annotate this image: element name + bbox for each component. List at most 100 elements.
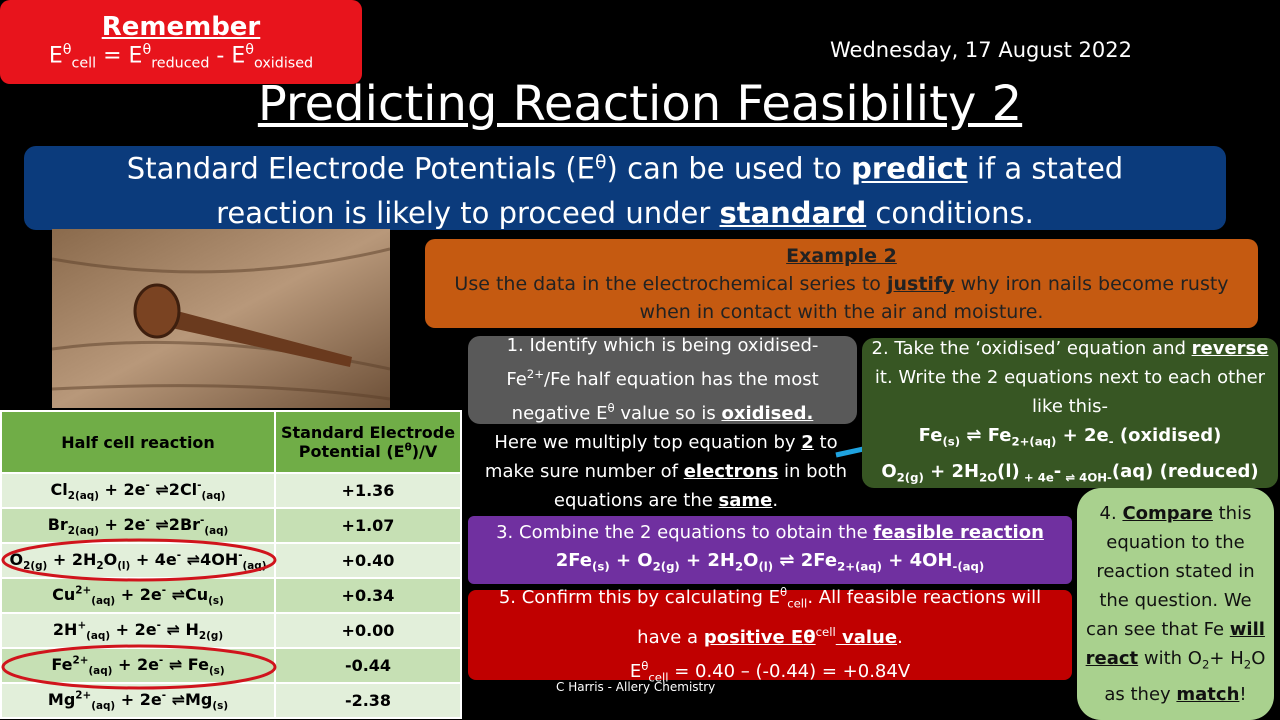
text-run: + O xyxy=(609,550,653,572)
reaction-cell: 2H+(aq) + 2e- ⇌ H2(g) xyxy=(0,612,276,649)
slide-title: Predicting Reaction Feasibility 2 xyxy=(257,76,1023,132)
text-run: 2Fe xyxy=(555,550,593,572)
remember-box: Remember Eθcell = Eθreduced - Eθoxidised xyxy=(0,0,362,84)
highlight-ring xyxy=(1,538,277,582)
text-run: - xyxy=(238,549,243,562)
text-run: Br xyxy=(47,514,68,534)
text-run: + 2e xyxy=(115,584,162,604)
text-run: ⇌ Fe xyxy=(163,654,209,674)
text-run: + 2e xyxy=(112,654,159,674)
potential-cell: +0.34 xyxy=(274,577,462,614)
text-run: 2+ xyxy=(526,367,545,381)
text-run: Cu xyxy=(52,584,76,604)
text-run: 2+ xyxy=(75,584,92,597)
text-run: . xyxy=(772,490,779,511)
text-run: θ xyxy=(607,401,615,415)
text-run: - xyxy=(1053,460,1062,482)
reaction-cell: Br2(aq) + 2e- ⇌2Br-(aq) xyxy=(0,507,276,544)
text-run: - xyxy=(156,619,161,632)
text-run: - xyxy=(952,559,958,574)
formula: Mg2+(aq) + 2e- ⇌Mg(s) xyxy=(48,689,228,712)
text-run: Use the data in the electrochemical seri… xyxy=(454,272,887,295)
text-run: (s) xyxy=(208,664,225,677)
text-run: Standard Electrode Potential (E xyxy=(280,422,456,462)
text-run: E xyxy=(629,661,642,682)
text-run: 2(aq) xyxy=(67,489,99,502)
text-run: 2+ xyxy=(72,654,89,667)
header-text: Standard Electrode Potential (Eθ)/V xyxy=(281,423,455,461)
text-run: feasible reaction xyxy=(873,522,1044,544)
potential-cell: +0.00 xyxy=(274,612,462,649)
text-run: ⇌ H xyxy=(160,619,199,639)
text-run: (oxidised) xyxy=(1113,424,1222,446)
text-run: ) can be used to xyxy=(606,151,852,186)
text-run: value xyxy=(835,627,898,648)
text-run: 2 xyxy=(979,470,988,485)
text-run: cell xyxy=(815,625,836,639)
reaction-cell: Cl2(aq) + 2e- ⇌2Cl-(aq) xyxy=(0,472,276,509)
text-run: electrons xyxy=(683,461,779,482)
example-box: Example 2 Use the data in the electroche… xyxy=(425,239,1258,328)
text-run: + 2e xyxy=(115,689,162,709)
text-run: θ xyxy=(803,627,816,648)
text-run: in both equations are the xyxy=(553,461,848,511)
text-run: positive E xyxy=(703,627,804,648)
text-run: match xyxy=(1176,683,1240,705)
text-run: + 2H xyxy=(923,460,980,482)
potential-cell: -0.44 xyxy=(274,647,462,684)
intro-text: Standard Electrode Potentials (Eθ) can b… xyxy=(64,141,1186,235)
text-run: O as they xyxy=(1104,648,1266,705)
step4-box: 4. Compare this equation to the reaction… xyxy=(1077,488,1274,720)
text-run: - xyxy=(161,584,167,597)
text-run: (aq) xyxy=(91,699,116,712)
text-run: oxidised xyxy=(254,55,314,72)
text-run: ⇌2Cl xyxy=(149,479,198,499)
text-run: O xyxy=(743,550,759,572)
text-run: ⇌2Br xyxy=(149,514,201,534)
intro-box: Standard Electrode Potentials (Eθ) can b… xyxy=(24,146,1226,230)
text-run: (s) xyxy=(208,594,224,607)
equation: 2Fe(s) + O2(g) + 2H2O(l) ⇌ 2Fe2+(aq) + 4… xyxy=(478,547,1062,581)
text-run: ⇌Mg xyxy=(166,689,213,709)
example-title: Example 2 xyxy=(786,244,897,267)
potential-cell: +1.07 xyxy=(274,507,462,544)
table-row: Cu2+(aq) + 2e- ⇌Cu(s) +0.34 xyxy=(0,577,462,614)
text-run: θ xyxy=(404,441,412,454)
step1-box: 1. Identify which is being oxidised- Fe2… xyxy=(468,335,857,424)
text-run: + 4e xyxy=(1019,470,1054,485)
step1-text: 1. Identify which is being oxidised- Fe2… xyxy=(478,332,847,428)
text-run: θ xyxy=(245,42,255,59)
text-run: - xyxy=(197,479,202,492)
text-run: ⇌ Fe xyxy=(960,424,1012,446)
text-run: θ xyxy=(62,42,72,59)
formula: Fe2+(aq) + 2e- ⇌ Fe(s) xyxy=(51,654,225,677)
table-row: Br2(aq) + 2e- ⇌2Br-(aq) +1.07 xyxy=(0,507,462,544)
text-run: - E xyxy=(209,43,246,69)
text-run: 2. Take the ‘oxidised’ equation and xyxy=(871,337,1192,359)
text-run: + 2e xyxy=(110,619,157,639)
text-run: θ xyxy=(142,42,152,59)
text-run: 2H xyxy=(52,619,78,639)
text-run: it. Write the 2 equations next to each o… xyxy=(874,366,1266,417)
header-cell: Standard Electrode Potential (Eθ)/V xyxy=(274,410,462,474)
text-run: (l) xyxy=(997,460,1020,482)
table-row: 2H+(aq) + 2e- ⇌ H2(g) +0.00 xyxy=(0,612,462,649)
text-run: + 2H xyxy=(47,549,97,569)
text-run: with O xyxy=(1138,648,1202,670)
remember-title: Remember xyxy=(101,12,261,43)
text-run: reverse xyxy=(1191,337,1269,359)
text-run: ⇌ 2Fe xyxy=(773,550,838,572)
text-run: predict xyxy=(851,151,968,186)
remember-formula: Eθcell = Eθreduced - Eθoxidised xyxy=(10,42,352,72)
text-run: 2 xyxy=(801,432,814,453)
text-run: + xyxy=(77,619,87,632)
text-run: . xyxy=(897,627,903,648)
date: Wednesday, 17 August 2022 xyxy=(830,38,1132,62)
text-run: θ xyxy=(595,152,607,174)
text-run: (aq) xyxy=(201,489,226,502)
text-run: + H xyxy=(1209,648,1244,670)
text-run: cell xyxy=(648,670,669,685)
text-run: (aq) xyxy=(204,524,229,537)
text-run: justify xyxy=(886,272,955,295)
step3-text: 3. Combine the 2 equations to obtain the… xyxy=(478,519,1062,547)
